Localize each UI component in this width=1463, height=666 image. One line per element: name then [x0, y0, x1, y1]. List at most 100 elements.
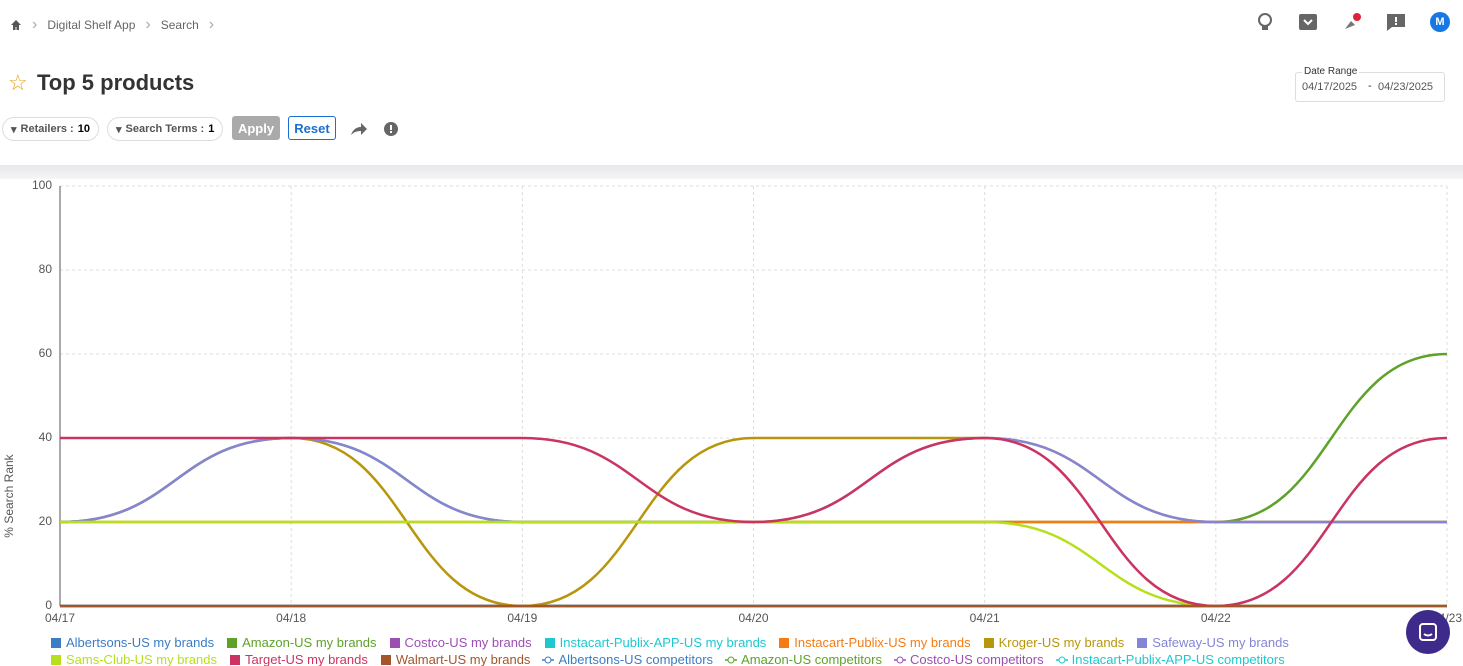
legend-item[interactable]: Instacart-Publix-APP-US competitors [1055, 652, 1285, 666]
apply-button[interactable]: Apply [232, 116, 280, 140]
date-range-label: Date Range [1302, 66, 1360, 77]
x-tick-label: 04/21 [970, 611, 1000, 625]
legend-label: Sams-Club-US my brands [66, 652, 217, 666]
idea-icon[interactable] [1256, 12, 1274, 32]
x-tick-label: 04/18 [276, 611, 306, 625]
legend-label: Walmart-US my brands [395, 652, 531, 666]
legend-item[interactable]: Target-US my brands [229, 652, 368, 666]
legend-label: Instacart-Publix-APP-US my brands [559, 635, 767, 650]
divider [0, 165, 1463, 179]
legend-label: Amazon-US my brands [242, 635, 377, 650]
legend-swatch [1055, 656, 1068, 663]
swatch-box [389, 637, 400, 648]
filter-label: Retailers : [20, 123, 74, 135]
filter[interactable]: ▾ Search Terms :1 [107, 117, 224, 141]
legend-item[interactable]: Instacart-Publix-APP-US my brands [544, 635, 767, 650]
swatch-box [983, 637, 994, 648]
legend-swatch [51, 637, 61, 648]
date-separator: - [1368, 80, 1372, 92]
plot-background [2, 180, 1452, 636]
chat-button[interactable] [1406, 610, 1450, 654]
swatch-dot [544, 656, 552, 663]
legend-swatch [51, 654, 61, 665]
legend-label: Target-US my brands [245, 652, 368, 666]
legend-swatch [542, 656, 555, 663]
legend-item[interactable]: Amazon-US my brands [226, 635, 377, 650]
home-icon[interactable] [10, 19, 22, 31]
legend-label: Instacart-Publix-APP-US competitors [1071, 652, 1285, 666]
y-tick-label: 0 [45, 598, 52, 612]
legend-item[interactable]: Albertsons-US competitors [542, 652, 713, 666]
legend-item[interactable]: Costco-US my brands [389, 635, 532, 650]
legend-item[interactable]: Kroger-US my brands [983, 635, 1125, 650]
breadcrumb[interactable]: Digital Shelf App [47, 18, 136, 32]
swatch-dot [896, 656, 904, 663]
info-icon[interactable] [383, 121, 399, 137]
legend-item[interactable]: Sams-Club-US my brands [50, 652, 217, 666]
legend-label: Kroger-US my brands [998, 635, 1125, 650]
swatch-box [779, 637, 790, 648]
chat-icon [1419, 623, 1437, 641]
legend-swatch [893, 656, 906, 663]
feedback-icon[interactable] [1386, 12, 1406, 32]
toolbar: M [1256, 12, 1450, 32]
swatch-box [380, 654, 391, 665]
swatch-box [227, 637, 238, 648]
date-range[interactable]: Date Range 04/17/2025 - 04/23/2025 [1295, 66, 1445, 102]
x-tick-label: 04/19 [507, 611, 537, 625]
launch-icon[interactable] [1342, 12, 1362, 32]
end-date[interactable]: 04/23/2025 [1378, 81, 1434, 93]
swatch-box [51, 654, 61, 665]
y-axis-label: % Search Rank [2, 453, 16, 537]
swatch-box [544, 637, 555, 648]
y-tick-label: 80 [39, 262, 53, 276]
filter-count: 10 [77, 123, 90, 135]
x-tick-label: 04/20 [738, 611, 768, 625]
y-tick-label: 40 [39, 430, 53, 444]
page-title: Top 5 products [37, 70, 195, 95]
share-icon[interactable] [350, 121, 368, 137]
legend-item[interactable]: Amazon-US competitors [725, 652, 882, 666]
legend-label: Amazon-US competitors [741, 652, 882, 666]
legend-swatch [1137, 637, 1148, 648]
swatch-dot [727, 656, 735, 663]
legend-label: Albertsons-US my brands [66, 635, 215, 650]
breadcrumb[interactable]: Search [160, 18, 199, 32]
legend-label: Instacart-Publix-US my brands [794, 635, 971, 650]
legend: Albertsons-US my brands Amazon-US my bran… [50, 635, 1430, 666]
y-tick-label: 60 [39, 346, 53, 360]
swatch-box [51, 637, 61, 648]
y-tick-label: 100 [32, 178, 52, 192]
legend-swatch [230, 654, 240, 665]
favorite-star[interactable]: ☆ [8, 70, 28, 95]
legend-swatch [389, 637, 400, 648]
legend-swatch [227, 637, 238, 648]
filter[interactable]: ▾ Retailers :10 [2, 117, 99, 141]
legend-label: Safeway-US my brands [1152, 635, 1289, 650]
swatch-dot [1058, 656, 1066, 663]
swatch-box [230, 654, 240, 665]
avatar[interactable]: M [1430, 12, 1450, 32]
legend-swatch [725, 656, 738, 663]
start-date[interactable]: 04/17/2025 [1302, 81, 1358, 93]
reset-button[interactable]: Reset [288, 116, 336, 140]
inbox-icon[interactable] [1298, 12, 1318, 32]
x-tick-label: 04/17 [45, 611, 75, 625]
y-tick-label: 20 [39, 514, 53, 528]
legend-swatch [380, 654, 391, 665]
legend-swatch [983, 637, 994, 648]
legend-swatch [779, 637, 790, 648]
filter-label: Search Terms : [125, 123, 205, 135]
legend-item[interactable]: Albertsons-US my brands [50, 635, 214, 650]
legend-item[interactable]: Walmart-US my brands [380, 652, 531, 666]
legend-item[interactable]: Instacart-Publix-US my brands [778, 635, 971, 650]
swatch-box [1137, 637, 1148, 648]
legend-label: Costco-US my brands [404, 635, 532, 650]
legend-item[interactable]: Safeway-US my brands [1136, 635, 1289, 650]
x-tick-label: 04/22 [1201, 611, 1231, 625]
legend-label: Albertsons-US competitors [558, 652, 714, 666]
legend-item[interactable]: Costco-US competitors [893, 652, 1044, 666]
legend-swatch [544, 637, 555, 648]
chart: 0 20 40 60 80 100 04/17 04/18 04/19 04/20 04/21 04/… [2, 178, 1463, 636]
